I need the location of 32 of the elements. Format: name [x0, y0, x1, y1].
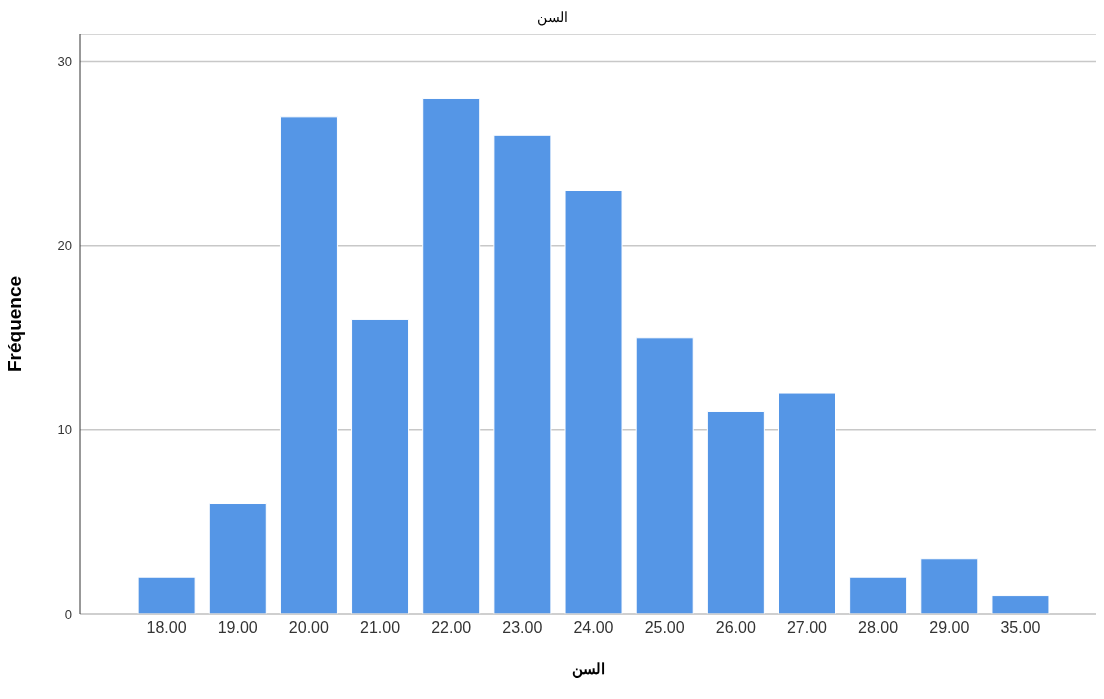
y-tick-label: 30 [57, 54, 72, 70]
y-tick-label: 20 [57, 238, 72, 254]
bar [208, 503, 267, 614]
bar [706, 410, 765, 614]
bar [279, 116, 338, 614]
x-tick-label: 18.00 [146, 619, 187, 637]
x-tick-label: 29.00 [929, 619, 970, 637]
y-tick-label: 0 [64, 606, 72, 622]
y-tick-label: 10 [57, 422, 72, 438]
bar [635, 337, 694, 614]
bar [137, 576, 196, 614]
x-tick-label: 19.00 [217, 619, 258, 637]
bar [778, 392, 836, 614]
x-tick-label: 21.00 [360, 619, 401, 637]
bar [351, 318, 410, 614]
x-tick-label: 24.00 [573, 619, 614, 637]
x-tick-label: 22.00 [431, 619, 472, 637]
x-tick-label: 26.00 [715, 619, 756, 637]
bar [564, 190, 623, 614]
x-axis-title: السن [571, 660, 605, 678]
bar [920, 558, 979, 614]
x-tick-label: 25.00 [644, 619, 685, 637]
x-tick-label: 20.00 [288, 619, 329, 637]
chart-title: السن [535, 8, 569, 28]
x-tick-label: 27.00 [786, 619, 828, 637]
bar [849, 576, 908, 614]
x-tick-label: 23.00 [502, 619, 543, 637]
bar [422, 97, 481, 614]
bar [991, 595, 1050, 614]
x-tick-label: 35.00 [1000, 619, 1041, 637]
x-tick-label: 28.00 [858, 619, 899, 637]
bar [493, 134, 552, 614]
